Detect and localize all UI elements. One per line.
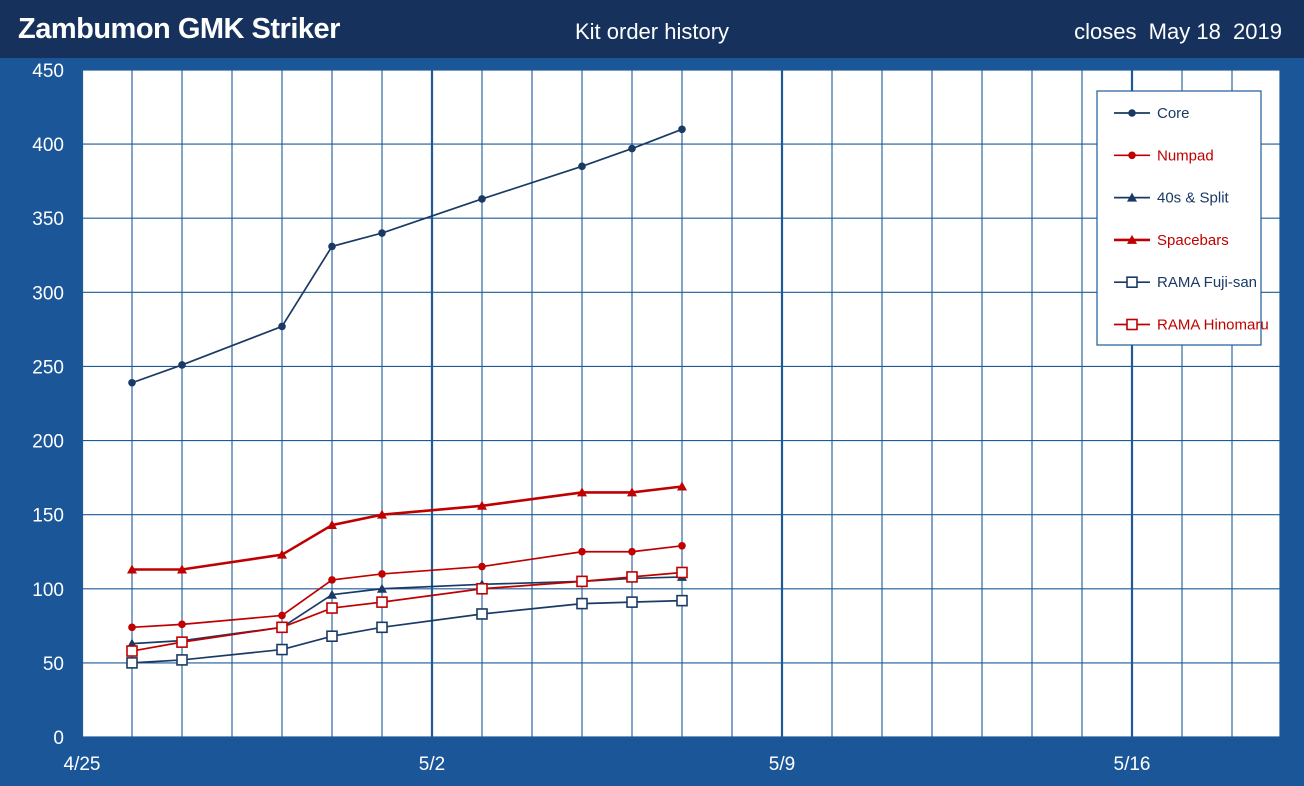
- data-point: [327, 589, 337, 599]
- chart-title: Kit order history: [574, 19, 730, 44]
- y-tick-label: 150: [32, 506, 64, 527]
- y-tick-label: 300: [32, 283, 64, 304]
- legend-label: Spacebars: [1157, 232, 1229, 249]
- closing-date: closes May 18 2019: [1074, 19, 1282, 44]
- data-point: [128, 623, 136, 632]
- data-point: [626, 571, 638, 583]
- chart-header: Zambumon GMK Striker Kit order history c…: [0, 0, 1304, 58]
- y-tick-label: 200: [32, 432, 64, 453]
- data-point: [278, 611, 286, 620]
- data-point: [476, 608, 488, 620]
- data-point: [328, 576, 336, 584]
- data-point: [628, 144, 636, 153]
- data-point: [276, 643, 288, 656]
- y-tick-label: 400: [32, 135, 64, 156]
- data-point: [578, 162, 586, 171]
- data-point: [377, 583, 387, 593]
- data-point: [176, 654, 188, 666]
- data-point: [576, 575, 588, 588]
- x-tick-label: 5/2: [419, 754, 445, 775]
- data-point: [678, 125, 686, 134]
- data-point: [376, 621, 388, 634]
- data-point: [326, 630, 338, 643]
- data-point: [277, 549, 287, 559]
- legend-label: RAMA Hinomaru: [1157, 317, 1269, 334]
- legend-marker: [1127, 192, 1137, 202]
- data-point: [177, 564, 187, 574]
- data-point: [376, 596, 388, 608]
- data-point: [578, 547, 586, 556]
- legend-label: RAMA Fuji-san: [1157, 274, 1257, 291]
- y-tick-label: 250: [32, 357, 64, 378]
- data-point: [576, 597, 588, 610]
- data-point: [477, 500, 487, 510]
- data-point: [127, 564, 137, 574]
- data-point: [677, 481, 687, 491]
- y-tick-label: 50: [43, 654, 64, 675]
- data-point: [627, 487, 637, 497]
- legend-marker: [1126, 276, 1138, 289]
- data-point: [328, 242, 336, 251]
- legend-label: Core: [1157, 105, 1190, 122]
- data-point: [126, 645, 138, 657]
- y-tick-label: 450: [32, 61, 64, 82]
- series-core: [128, 125, 686, 387]
- data-point: [676, 594, 688, 607]
- series-rama-hinomaru: [126, 566, 688, 657]
- data-point: [626, 596, 638, 608]
- data-point: [378, 570, 386, 578]
- y-tick-label: 350: [32, 209, 64, 230]
- x-tick-label: 5/9: [769, 754, 795, 775]
- legend-label: Numpad: [1157, 147, 1214, 164]
- y-tick-label: 100: [32, 580, 64, 601]
- data-point: [126, 657, 138, 669]
- data-point: [278, 322, 286, 331]
- data-point: [276, 621, 288, 634]
- data-point: [476, 582, 488, 595]
- data-point: [577, 487, 587, 497]
- legend-label: 40s & Split: [1157, 190, 1230, 207]
- legend-box: [1096, 90, 1262, 346]
- series-numpad: [128, 541, 686, 632]
- data-point: [478, 562, 486, 571]
- legend-marker: [1128, 109, 1136, 117]
- data-point: [628, 547, 636, 556]
- legend-marker: [1127, 234, 1137, 244]
- legend-marker: [1126, 318, 1138, 331]
- data-point: [327, 520, 337, 530]
- data-point: [478, 195, 486, 203]
- legend-marker: [1128, 151, 1136, 160]
- data-point: [326, 602, 338, 614]
- line-chart: 0 50 100 150 200 250 300 350 400 450 4/25 5/2 5/9 5/1…: [32, 61, 1281, 775]
- y-tick-label: 0: [53, 728, 64, 749]
- data-point: [176, 636, 188, 648]
- legend: Core Numpad 40s & Split Spacebars RAMA Fuji-…: [1096, 90, 1269, 346]
- page-title: Zambumon GMK Striker: [18, 13, 340, 45]
- series-spacebars: [127, 481, 687, 574]
- data-point: [678, 541, 686, 550]
- data-point: [128, 378, 136, 387]
- series-rama-fuji-san: [126, 594, 688, 669]
- x-tick-label: 4/25: [64, 754, 101, 775]
- data-point: [377, 509, 387, 519]
- data-point: [178, 361, 186, 369]
- data-point: [676, 566, 688, 579]
- data-point: [378, 229, 386, 237]
- x-tick-label: 5/16: [1114, 754, 1151, 775]
- data-point: [178, 620, 186, 629]
- plot-border: [81, 69, 1281, 738]
